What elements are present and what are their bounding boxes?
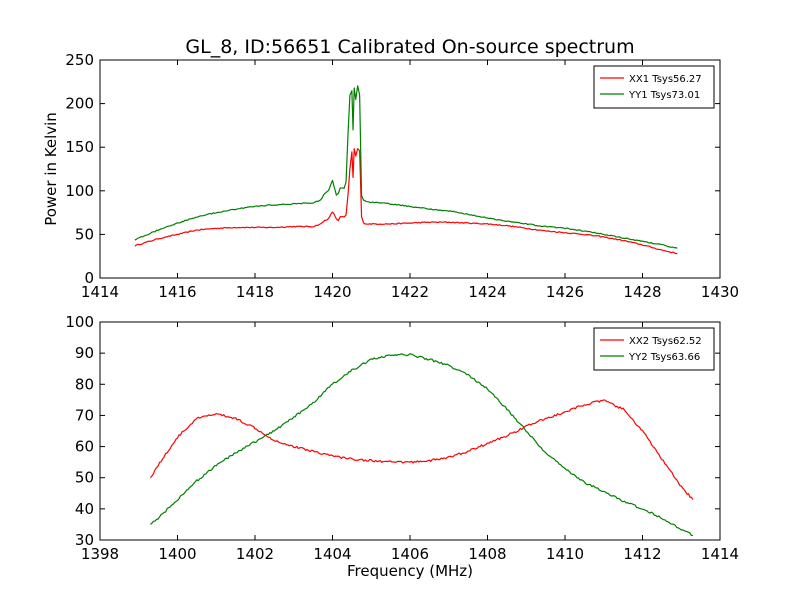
chart1-x-tick-label: 1406 [391,545,429,563]
chart1-legend-label-1: XX2 Tsys62.52 [629,336,702,347]
chart1-y-tick-label: 30 [75,531,94,549]
chart1-y-tick-label: 60 [75,438,94,456]
chart1-x-tick-label: 1400 [158,545,196,563]
chart0-x-tick-label: 1416 [158,283,196,301]
chart0-y-tick-label: 200 [65,95,94,113]
chart1-legend-label-2: YY2 Tsys63.66 [628,352,700,363]
chart1-y-tick-label: 70 [75,406,94,424]
chart1-x-tick-label: 1412 [623,545,661,563]
bottom-spectrum-plot: 1398 1400 1402 1404 1406 1408 1410 1412 1414 30 40… [65,313,739,580]
chart0-x-tick-label: 1426 [546,283,584,301]
chart0-legend-box [593,65,715,109]
chart1-y-tick-label: 40 [75,500,94,518]
chart0-series-2-line [134,85,678,249]
chart0-x-tick-label: 1428 [623,283,661,301]
chart1-series-group [149,353,694,537]
chart1-series-2-line [150,353,693,537]
chart1-x-tick-label: 1398 [81,545,119,563]
chart0-y-tick-label: 50 [75,225,94,243]
chart0-y-axis-label: Power in Kelvin [42,112,60,226]
chart0-x-tick-label: 1424 [468,283,506,301]
chart1-x-tick-label: 1408 [468,545,506,563]
chart0-x-tick-label: 1418 [236,283,274,301]
chart0-y-tick-label: 150 [65,138,94,156]
chart0-y-tick-label: 0 [84,269,94,287]
chart1-legend-box [593,327,715,371]
chart1-x-tick-label: 1404 [313,545,351,563]
chart0-legend-label-1: XX1 Tsys56.27 [629,74,702,85]
chart1-legend: XX2 Tsys62.52 YY2 Tsys63.66 [593,327,715,371]
chart1-x-axis-label: Frequency (MHz) [347,562,473,580]
chart0-x-tick-label: 1414 [81,283,119,301]
chart1-y-tick-label: 100 [65,313,94,331]
chart1-y-tick-label: 90 [75,344,94,362]
chart1-y-tick-label: 50 [75,469,94,487]
chart0-x-tick-label: 1422 [391,283,429,301]
chart0-x-tick-label: 1420 [313,283,351,301]
top-spectrum-plot: 1414 1416 1418 1420 1422 1424 1426 1428 1430 0 50 1… [42,51,739,301]
chart0-series-group [134,85,678,255]
chart1-series-1-line [149,399,694,500]
chart0-legend-label-2: YY1 Tsys73.01 [628,90,700,101]
chart0-series-1-line [134,148,678,255]
chart0-y-tick-label: 250 [65,51,94,69]
chart1-y-tick-label: 80 [75,375,94,393]
chart1-x-tick-label: 1402 [236,545,274,563]
chart1-x-tick-label: 1410 [546,545,584,563]
chart0-x-tick-label: 1430 [701,283,739,301]
figure-title: GL_8, ID:56651 Calibrated On-source spec… [185,36,634,58]
chart0-y-tick-label: 100 [65,182,94,200]
chart0-legend: XX1 Tsys56.27 YY1 Tsys73.01 [593,65,715,109]
chart1-x-tick-label: 1414 [701,545,739,563]
